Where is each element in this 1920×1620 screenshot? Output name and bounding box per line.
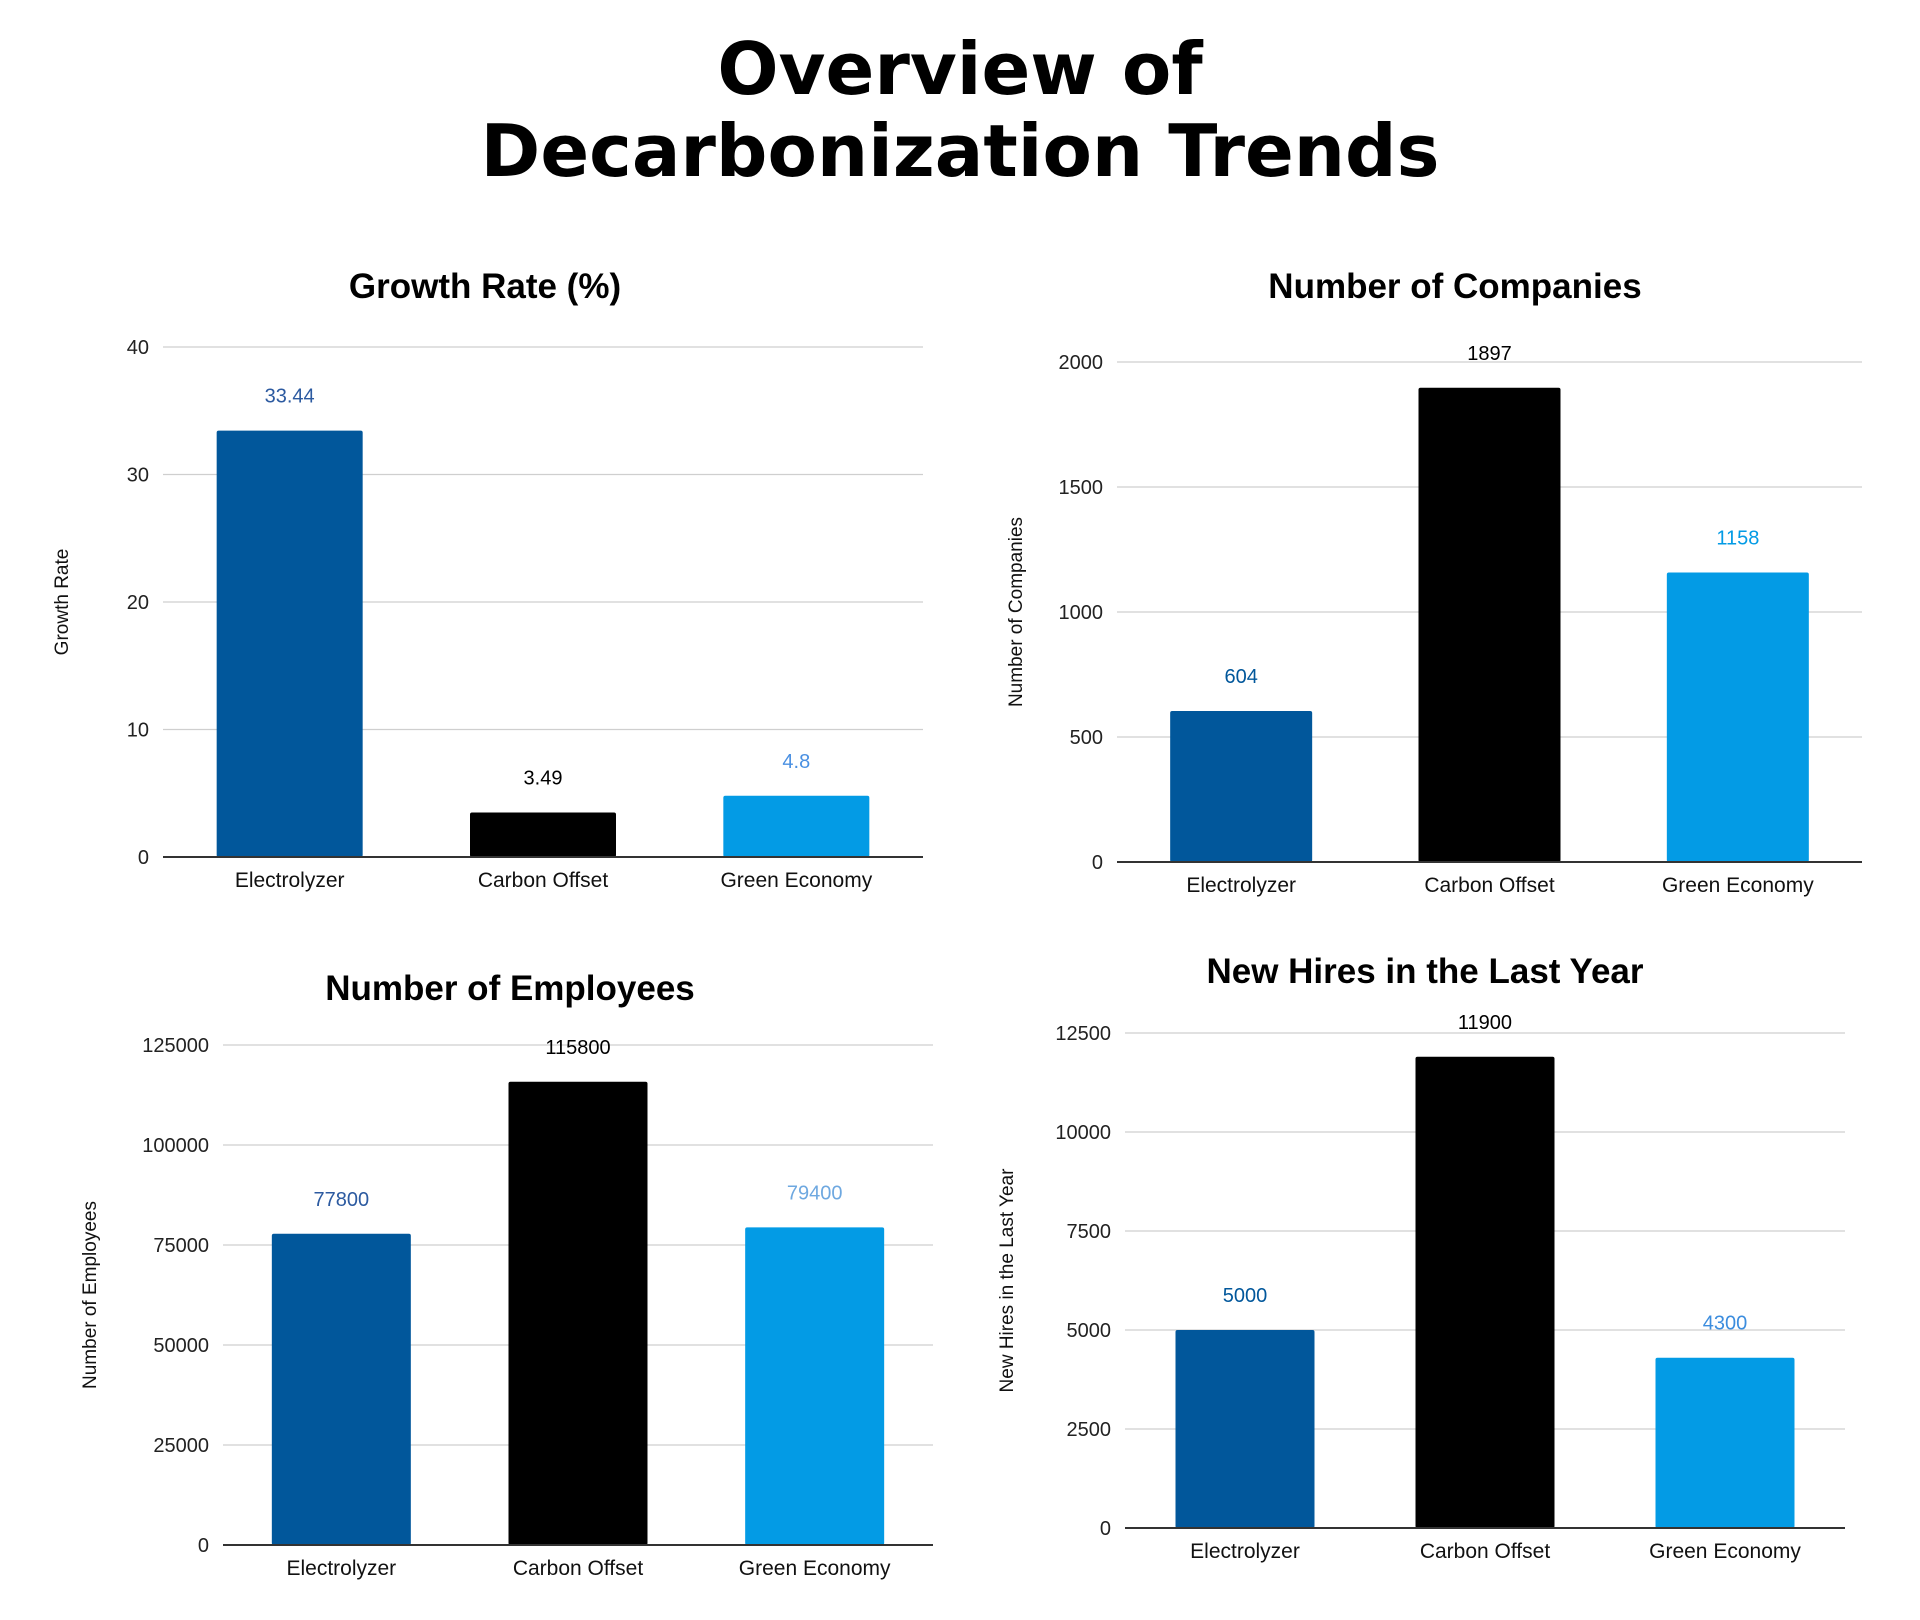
new-hires-y-tick-label: 7500 bbox=[1067, 1221, 1112, 1243]
page-title-line-2: Decarbonization Trends bbox=[480, 109, 1440, 193]
companies-category-label: Electrolyzer bbox=[1186, 874, 1296, 897]
new-hires-y-tick-label: 0 bbox=[1100, 1518, 1111, 1540]
employees-bar-electrolyzer bbox=[271, 1233, 411, 1545]
companies-category-label: Green Economy bbox=[1662, 874, 1814, 897]
new-hires-bar-electrolyzer bbox=[1175, 1330, 1315, 1528]
companies-y-tick-label: 0 bbox=[1092, 852, 1103, 874]
new-hires-y-tick-label: 5000 bbox=[1067, 1320, 1112, 1342]
growth-rate-title: Growth Rate (%) bbox=[349, 267, 621, 306]
companies-bar-green-economy bbox=[1666, 572, 1809, 862]
new-hires-title: New Hires in the Last Year bbox=[1206, 952, 1643, 991]
companies-data-label: 1897 bbox=[1467, 343, 1512, 365]
growth-rate-y-tick-label: 20 bbox=[127, 592, 149, 614]
employees-y-tick-label: 100000 bbox=[142, 1135, 209, 1157]
employees-bar-carbon-offset bbox=[508, 1081, 648, 1545]
growth-rate-y-tick-label: 10 bbox=[127, 720, 149, 742]
companies-data-label: 1158 bbox=[1716, 528, 1759, 550]
employees-category-label: Carbon Offset bbox=[513, 1557, 644, 1580]
employees-category-label: Electrolyzer bbox=[286, 1557, 396, 1580]
new-hires-y-tick-label: 12500 bbox=[1055, 1023, 1111, 1045]
page-title-line-1: Overview of bbox=[717, 27, 1203, 111]
employees-data-label: 77800 bbox=[314, 1189, 370, 1211]
growth-rate-data-label: 33.44 bbox=[265, 386, 315, 408]
companies-y-tick-label: 2000 bbox=[1059, 352, 1104, 374]
growth-rate-category-label: Electrolyzer bbox=[235, 869, 345, 892]
growth-rate-y-axis-title: Growth Rate bbox=[52, 549, 73, 656]
employees-y-tick-label: 125000 bbox=[142, 1035, 209, 1057]
growth-rate-data-label: 4.8 bbox=[782, 751, 810, 773]
new-hires-category-label: Electrolyzer bbox=[1190, 1540, 1300, 1563]
growth-rate-category-label: Green Economy bbox=[720, 869, 872, 892]
employees-category-label: Green Economy bbox=[739, 1557, 891, 1580]
companies-y-tick-label: 500 bbox=[1070, 727, 1103, 749]
new-hires-data-label: 5000 bbox=[1223, 1285, 1268, 1307]
new-hires-y-tick-label: 10000 bbox=[1055, 1122, 1111, 1144]
new-hires-bar-green-economy bbox=[1655, 1357, 1795, 1528]
companies-chart: Number of Companies Number of Companies 0 5… bbox=[1006, 267, 1862, 897]
employees-y-tick-label: 50000 bbox=[153, 1335, 209, 1357]
employees-y-tick-label: 0 bbox=[198, 1535, 209, 1557]
employees-chart: Number of Employees Number of Employees 0 2… bbox=[80, 969, 933, 1580]
new-hires-y-axis-title: New Hires in the Last Year bbox=[997, 1168, 1018, 1393]
new-hires-data-label: 11900 bbox=[1458, 1012, 1512, 1034]
employees-title: Number of Employees bbox=[325, 969, 695, 1008]
employees-y-tick-label: 75000 bbox=[153, 1235, 209, 1257]
growth-rate-bar-carbon-offset bbox=[470, 812, 616, 857]
page-title: Overview of Decarbonization Trends bbox=[0, 28, 1920, 192]
growth-rate-y-tick-label: 30 bbox=[127, 465, 149, 487]
companies-y-tick-label: 1500 bbox=[1059, 477, 1104, 499]
growth-rate-category-label: Carbon Offset bbox=[478, 869, 609, 892]
companies-bar-carbon-offset bbox=[1418, 387, 1561, 862]
growth-rate-bar-electrolyzer bbox=[216, 430, 363, 857]
employees-bar-green-economy bbox=[745, 1227, 885, 1545]
employees-data-label: 115800 bbox=[545, 1037, 610, 1059]
companies-category-label: Carbon Offset bbox=[1424, 874, 1555, 897]
growth-rate-y-tick-label: 40 bbox=[127, 337, 149, 359]
new-hires-data-label: 4300 bbox=[1703, 1313, 1748, 1335]
employees-data-label: 79400 bbox=[787, 1182, 843, 1204]
companies-bar-electrolyzer bbox=[1170, 711, 1313, 862]
companies-y-tick-label: 1000 bbox=[1059, 602, 1104, 624]
new-hires-bar-carbon-offset bbox=[1415, 1056, 1555, 1528]
companies-title: Number of Companies bbox=[1268, 267, 1641, 306]
employees-y-axis-title: Number of Employees bbox=[80, 1201, 101, 1389]
new-hires-chart: New Hires in the Last Year New Hires in t… bbox=[997, 952, 1845, 1563]
new-hires-category-label: Green Economy bbox=[1649, 1540, 1801, 1563]
growth-rate-bar-green-economy bbox=[723, 795, 870, 857]
new-hires-category-label: Carbon Offset bbox=[1420, 1540, 1551, 1563]
companies-y-axis-title: Number of Companies bbox=[1006, 517, 1027, 707]
employees-y-tick-label: 25000 bbox=[153, 1435, 209, 1457]
growth-rate-chart: Growth Rate (%) Growth Rate 0 10 20 30 40 33.44… bbox=[52, 267, 923, 892]
growth-rate-y-tick-label: 0 bbox=[138, 847, 149, 869]
growth-rate-data-label: 3.49 bbox=[524, 768, 563, 790]
new-hires-y-tick-label: 2500 bbox=[1067, 1419, 1112, 1441]
companies-data-label: 604 bbox=[1224, 666, 1257, 688]
